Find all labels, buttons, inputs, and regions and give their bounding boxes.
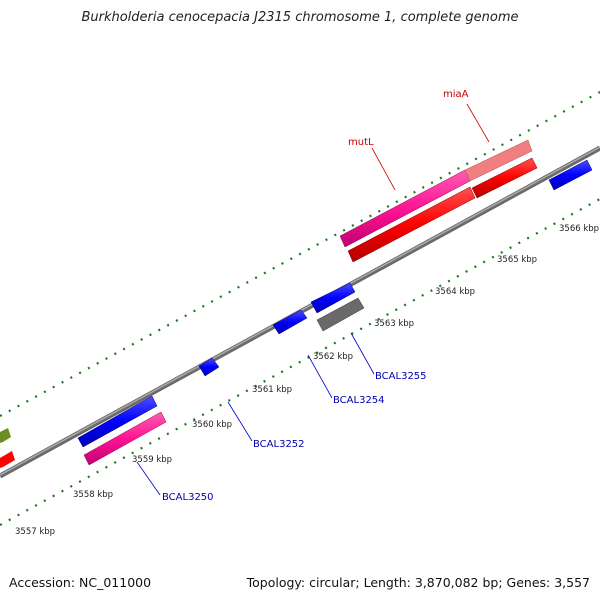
- tick-label: 3563 kbp: [374, 319, 414, 329]
- gene-bcal3254[interactable]: [272, 309, 308, 335]
- tick-label: 3564 kbp: [435, 287, 475, 297]
- genome-summary-text: Topology: circular; Length: 3,870,082 bp…: [246, 575, 590, 590]
- gene-bcal3255[interactable]: [316, 297, 365, 332]
- tick-label: 3562 kbp: [313, 352, 353, 362]
- gene-red-partial[interactable]: [0, 451, 15, 468]
- gene-right-blue[interactable]: [548, 159, 593, 191]
- gene-bcal3255-upper[interactable]: [310, 282, 356, 314]
- gene-miaa-lower[interactable]: [471, 157, 538, 199]
- tick-label: 3561 kbp: [252, 385, 292, 395]
- gene-label-miaa[interactable]: miaA: [443, 89, 469, 100]
- gene-label-bcal3255[interactable]: BCAL3255: [375, 371, 427, 382]
- outer-tick-track: [0, 91, 600, 417]
- tick-label: 3565 kbp: [497, 255, 537, 265]
- gene-miaa[interactable]: [464, 139, 533, 182]
- gene-label-bcal3250[interactable]: BCAL3250: [162, 492, 214, 503]
- gene-bcal3252[interactable]: [198, 357, 220, 377]
- map-title: Burkholderia cenocepacia J2315 chromosom…: [81, 10, 519, 25]
- inner-tick-track: [0, 198, 600, 526]
- gene-bcal3250-upper[interactable]: [77, 395, 158, 448]
- tick-label: 3566 kbp: [559, 224, 599, 234]
- label-callouts-red: [371, 103, 490, 191]
- gene-green-partial[interactable]: [0, 428, 11, 443]
- gene-label-mutl[interactable]: mutL: [348, 137, 374, 148]
- gene-mutl-lower[interactable]: [347, 186, 476, 263]
- accession-text: Accession: NC_011000: [9, 575, 152, 590]
- label-callouts: [136, 332, 375, 496]
- gene-label-bcal3252[interactable]: BCAL3252: [253, 439, 305, 450]
- tick-label: 3559 kbp: [132, 455, 172, 465]
- tick-label: 3557 kbp: [15, 527, 55, 537]
- gene-bcal3250[interactable]: [83, 411, 167, 466]
- tick-label: 3558 kbp: [73, 490, 113, 500]
- gene-label-bcal3254[interactable]: BCAL3254: [333, 395, 385, 406]
- tick-label: 3560 kbp: [192, 420, 232, 430]
